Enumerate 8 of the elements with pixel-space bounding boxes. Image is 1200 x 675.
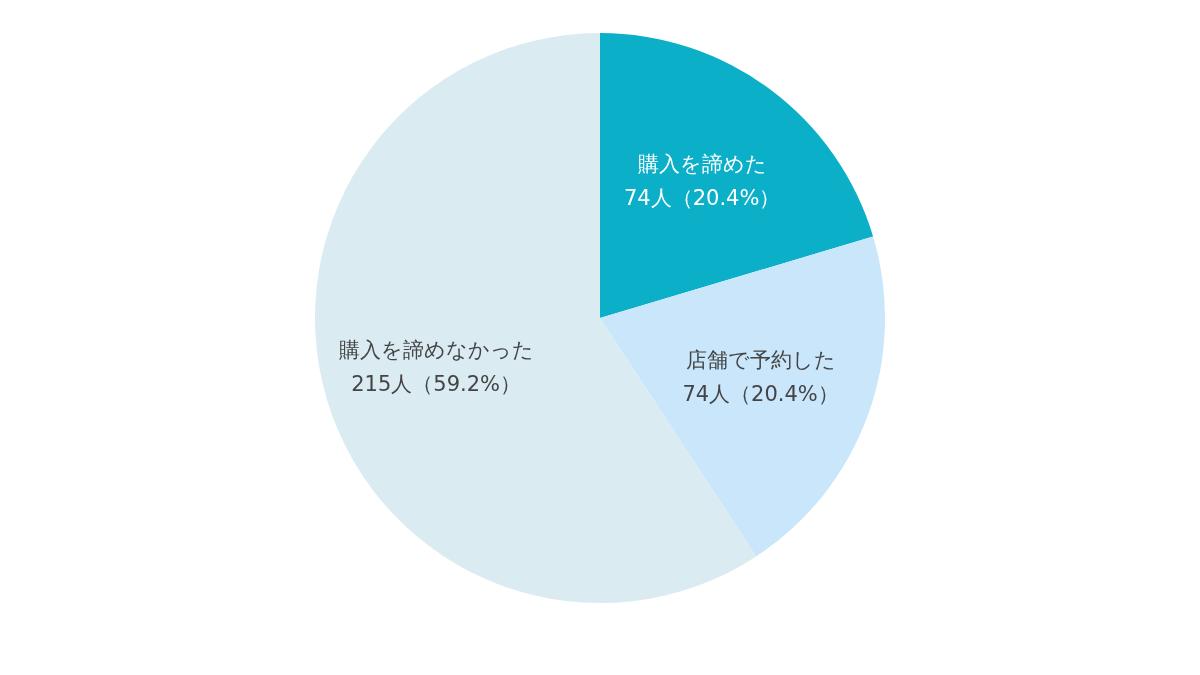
data-label: 74人（20.4%）: [623, 186, 781, 211]
pie-slice: [600, 236, 885, 557]
pie-slice: [600, 33, 874, 318]
slice-label: 購入を諦めた: [637, 152, 767, 177]
data-label: 215人（59.2%）: [351, 372, 522, 397]
slice-label: 店舗で予約した: [685, 348, 836, 373]
data-label: 74人（20.4%）: [682, 382, 839, 407]
slice-label: 購入を諦めなかった: [338, 338, 534, 363]
